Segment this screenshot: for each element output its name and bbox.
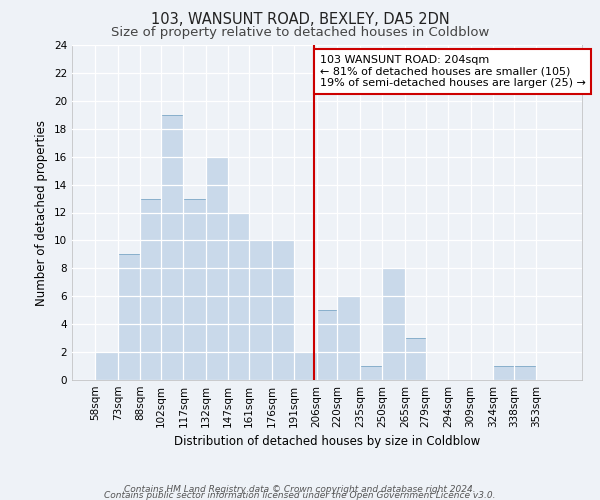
Bar	[140, 198, 161, 380]
Bar	[161, 115, 184, 380]
Bar	[514, 366, 536, 380]
Bar	[118, 254, 140, 380]
Text: 103, WANSUNT ROAD, BEXLEY, DA5 2DN: 103, WANSUNT ROAD, BEXLEY, DA5 2DN	[151, 12, 449, 28]
Bar	[95, 352, 118, 380]
Bar	[206, 156, 228, 380]
Bar	[294, 352, 317, 380]
Text: Contains HM Land Registry data © Crown copyright and database right 2024.: Contains HM Land Registry data © Crown c…	[124, 485, 476, 494]
Bar	[360, 366, 382, 380]
Bar	[184, 198, 206, 380]
Bar	[360, 366, 382, 380]
Bar	[317, 310, 337, 380]
Bar	[228, 212, 249, 380]
Bar	[272, 240, 294, 380]
Bar	[405, 338, 426, 380]
Bar	[140, 198, 161, 380]
Bar	[249, 240, 272, 380]
Bar	[294, 352, 317, 380]
Bar	[382, 268, 405, 380]
Bar	[514, 366, 536, 380]
Bar	[272, 240, 294, 380]
Bar	[161, 115, 184, 380]
Text: Contains public sector information licensed under the Open Government Licence v3: Contains public sector information licen…	[104, 491, 496, 500]
Bar	[493, 366, 514, 380]
Text: 103 WANSUNT ROAD: 204sqm
← 81% of detached houses are smaller (105)
19% of semi-: 103 WANSUNT ROAD: 204sqm ← 81% of detach…	[320, 55, 586, 88]
Bar	[317, 310, 337, 380]
Text: Size of property relative to detached houses in Coldblow: Size of property relative to detached ho…	[111, 26, 489, 39]
Bar	[184, 198, 206, 380]
Y-axis label: Number of detached properties: Number of detached properties	[35, 120, 49, 306]
Bar	[337, 296, 360, 380]
Bar	[118, 254, 140, 380]
Bar	[493, 366, 514, 380]
Bar	[95, 352, 118, 380]
Bar	[405, 338, 426, 380]
Bar	[382, 268, 405, 380]
Bar	[337, 296, 360, 380]
Bar	[228, 212, 249, 380]
Bar	[249, 240, 272, 380]
Bar	[206, 156, 228, 380]
X-axis label: Distribution of detached houses by size in Coldblow: Distribution of detached houses by size …	[174, 436, 480, 448]
